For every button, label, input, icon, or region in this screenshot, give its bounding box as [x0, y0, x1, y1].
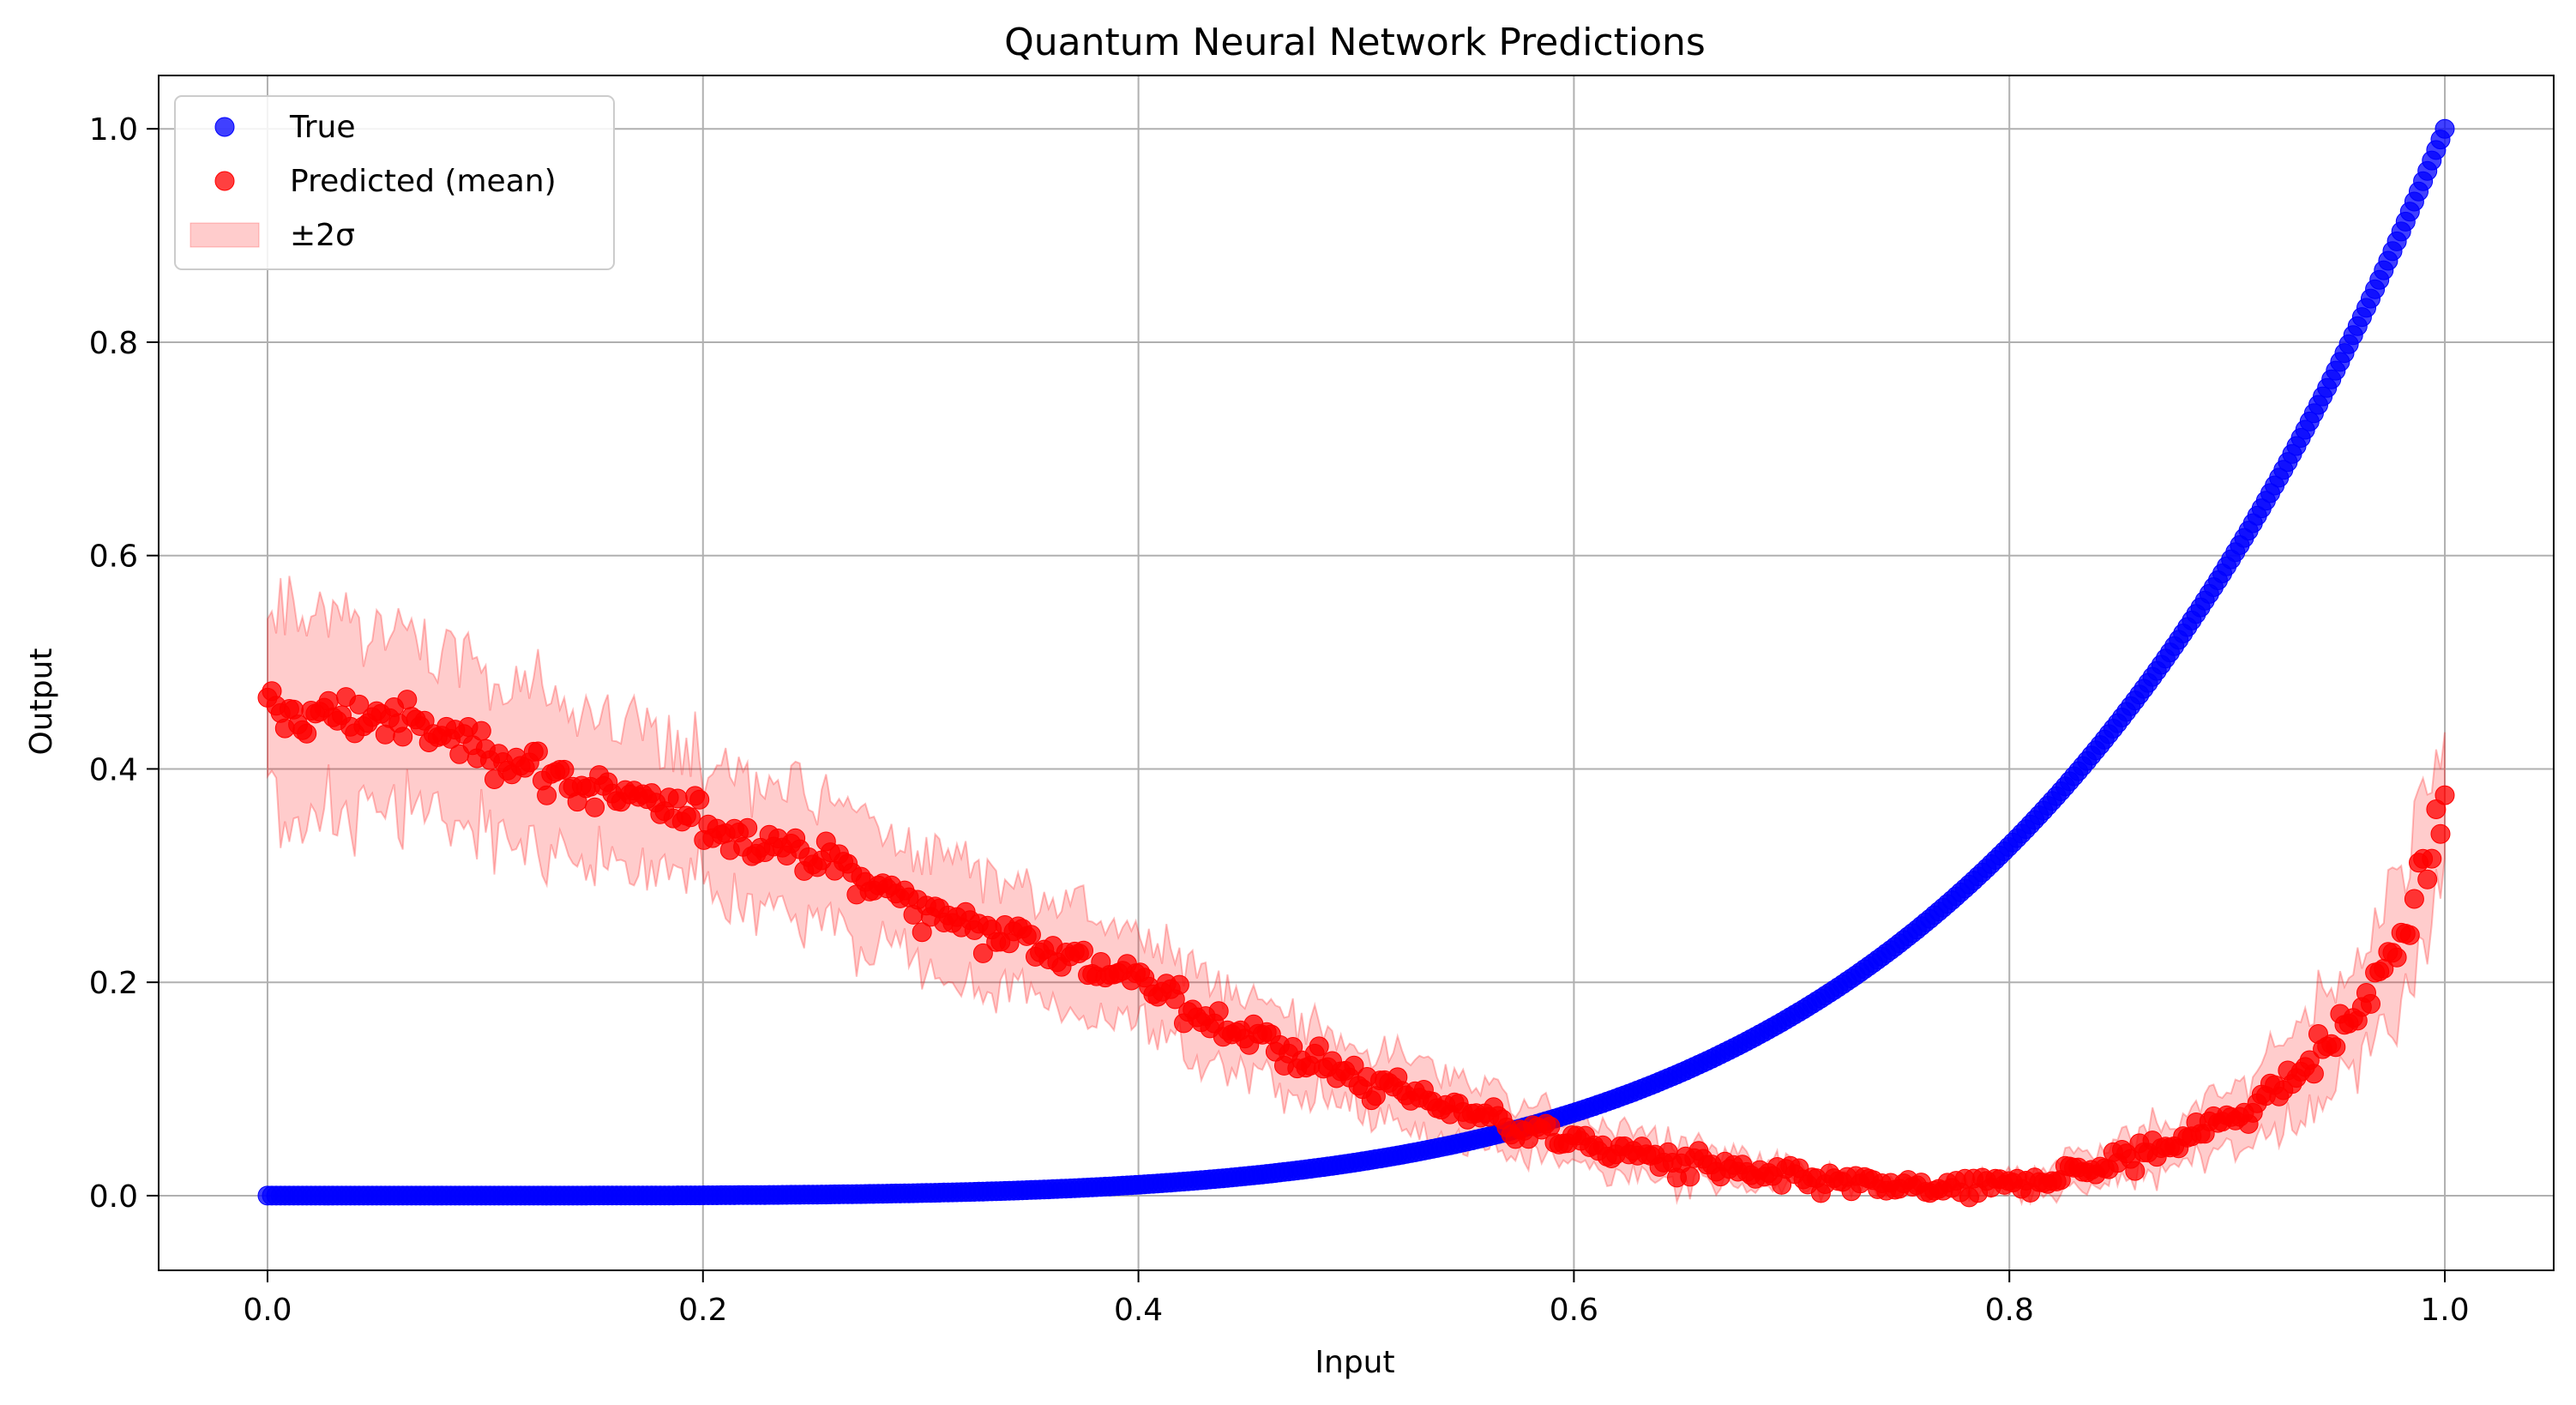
predicted-point	[689, 789, 710, 810]
predicted-point	[2386, 947, 2407, 968]
predicted-point	[554, 759, 575, 780]
predicted-point	[297, 723, 317, 744]
predicted-point	[2125, 1161, 2146, 1181]
x-tick-label: 0.4	[1114, 1293, 1163, 1328]
predicted-point	[2404, 889, 2424, 909]
predicted-series	[257, 681, 2455, 1208]
predicted-point	[471, 721, 491, 741]
predicted-point	[681, 807, 701, 828]
chart-title: Quantum Neural Network Predictions	[1004, 21, 1706, 64]
predicted-point	[2435, 785, 2455, 805]
x-tick-label: 0.2	[678, 1293, 727, 1328]
predicted-point	[318, 690, 339, 711]
legend-marker-predicted	[214, 171, 235, 191]
predicted-point	[1169, 974, 1189, 995]
legend-box	[174, 95, 615, 270]
predicted-point	[1680, 1167, 1700, 1187]
predicted-point	[2361, 993, 2380, 1014]
predicted-point	[1074, 940, 1093, 961]
predicted-point	[527, 741, 548, 762]
predicted-point	[2399, 925, 2420, 945]
y-tick-label: 0.0	[89, 1179, 138, 1215]
predicted-point	[1020, 925, 1041, 945]
predicted-point	[585, 797, 605, 817]
legend-label-predicted: Predicted (mean)	[290, 164, 557, 199]
x-axis-ticks: 0.0 0.2 0.4 0.6 0.8 1.0	[243, 1270, 2470, 1328]
predicted-point	[397, 690, 418, 710]
predicted-point	[2303, 1064, 2324, 1084]
legend-label-true: True	[289, 110, 355, 145]
y-tick-label: 0.2	[89, 966, 138, 1001]
legend-marker-band	[190, 222, 260, 248]
y-tick-label: 0.8	[89, 326, 138, 361]
predicted-point	[2417, 869, 2438, 889]
plot-frame	[158, 75, 2555, 1271]
predicted-point	[349, 694, 370, 715]
y-axis-ticks: 0.0 0.2 0.4 0.6 0.8 1.0	[89, 112, 159, 1215]
predicted-point	[1208, 1001, 1229, 1022]
x-tick-label: 0.8	[1985, 1293, 2034, 1328]
predicted-point	[737, 817, 758, 838]
legend-label-band: ±2σ	[290, 218, 355, 253]
y-tick-label: 0.4	[89, 752, 138, 787]
predicted-point	[667, 788, 688, 809]
legend-marker-true	[214, 117, 235, 137]
y-axis-label: Output	[24, 648, 59, 755]
x-axis-label: Input	[1315, 1345, 1394, 1380]
x-tick-label: 1.0	[2420, 1293, 2469, 1328]
predicted-point	[912, 922, 932, 943]
predicted-point	[2326, 1037, 2346, 1058]
predicted-point	[1344, 1055, 1364, 1076]
y-tick-label: 1.0	[89, 112, 138, 148]
true-point	[2435, 118, 2455, 139]
predicted-point	[537, 785, 557, 805]
predicted-point	[2422, 848, 2442, 869]
legend: True Predicted (mean) ±2σ	[174, 95, 615, 270]
predicted-point	[393, 727, 413, 747]
predicted-point	[1309, 1036, 1329, 1057]
predicted-point	[972, 943, 993, 963]
predicted-point	[2430, 823, 2451, 844]
x-tick-label: 0.0	[243, 1293, 292, 1328]
y-tick-label: 0.6	[89, 540, 138, 575]
x-tick-label: 0.6	[1550, 1293, 1598, 1328]
predicted-point	[1540, 1116, 1561, 1137]
true-series	[257, 118, 2455, 1206]
